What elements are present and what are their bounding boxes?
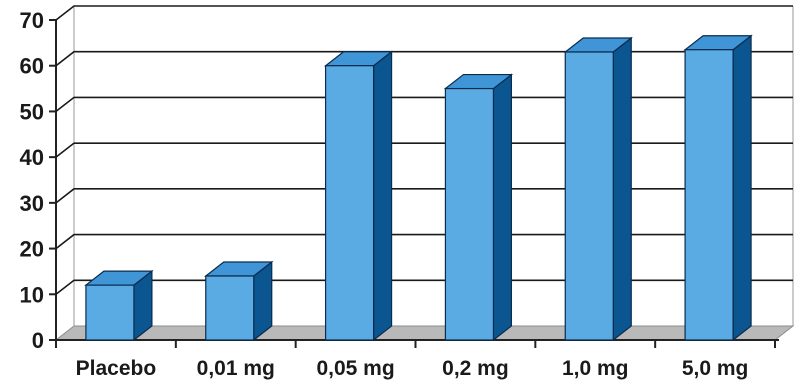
chart-bars bbox=[84, 34, 753, 342]
gridline bbox=[55, 5, 793, 21]
y-axis-ticks: 0 10 20 30 40 50 60 70 bbox=[20, 8, 56, 353]
gridline bbox=[55, 142, 793, 158]
bar-front-face bbox=[205, 275, 255, 341]
bar-side-face bbox=[732, 34, 752, 342]
gridline bbox=[55, 233, 793, 250]
bar bbox=[323, 50, 394, 342]
bar-front-face bbox=[684, 49, 734, 341]
bar-front-face bbox=[444, 87, 495, 341]
x-tick-label: Placebo bbox=[76, 357, 157, 380]
gridline bbox=[55, 96, 793, 113]
x-tick-label: 1,0 mg bbox=[562, 357, 629, 380]
gridline bbox=[55, 279, 793, 295]
y-tick-label: 70 bbox=[20, 8, 44, 33]
x-tick-label: 5,0 mg bbox=[682, 357, 749, 380]
bar bbox=[683, 34, 753, 342]
bar-front-face bbox=[564, 51, 614, 341]
x-axis-ticks: Placebo 0,01 mg 0,05 mg 0,2 mg 1,0 mg 5,0 mg bbox=[55, 340, 776, 380]
x-tick-label: 0,2 mg bbox=[442, 357, 509, 380]
y-tick-label: 10 bbox=[20, 282, 44, 307]
bar-front-face bbox=[85, 284, 135, 341]
y-tick-label: 30 bbox=[20, 191, 44, 216]
bar-side-face bbox=[612, 36, 632, 342]
x-tick-label: 0,05 mg bbox=[316, 357, 394, 380]
bar-side-face bbox=[372, 50, 393, 342]
bar bbox=[443, 73, 514, 342]
y-tick-label: 50 bbox=[20, 99, 44, 124]
gridline bbox=[55, 188, 793, 204]
y-tick-label: 60 bbox=[20, 54, 44, 79]
bar bbox=[84, 269, 154, 342]
bar bbox=[563, 36, 633, 342]
chart-floor bbox=[54, 325, 795, 341]
chart-gridlines bbox=[55, 5, 793, 295]
chart-walls bbox=[52, 6, 795, 344]
bar-front-face bbox=[324, 65, 375, 341]
y-tick-label: 0 bbox=[32, 328, 44, 353]
bar bbox=[204, 260, 274, 342]
x-tick-label: 0,01 mg bbox=[197, 357, 275, 380]
y-tick-label: 40 bbox=[20, 145, 44, 170]
y-tick-label: 20 bbox=[20, 237, 44, 262]
bar-side-face bbox=[492, 73, 513, 342]
gridline bbox=[55, 50, 793, 67]
